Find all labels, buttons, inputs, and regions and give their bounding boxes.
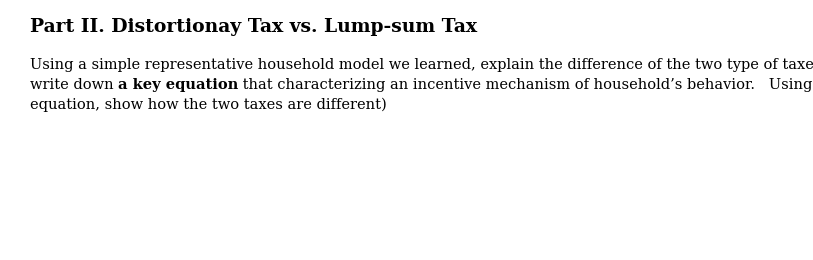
Text: Part II. Distortionay Tax vs. Lump-sum Tax: Part II. Distortionay Tax vs. Lump-sum T…: [30, 18, 477, 36]
Text: write down: write down: [30, 78, 118, 92]
Text: equation, show how the two taxes are different): equation, show how the two taxes are dif…: [30, 98, 387, 112]
Text: that characterizing an incentive mechanism of household’s behavior.   Using the: that characterizing an incentive mechani…: [238, 78, 813, 92]
Text: Using a simple representative household model we learned, explain the difference: Using a simple representative household …: [30, 58, 813, 72]
Text: a key equation: a key equation: [118, 78, 238, 92]
